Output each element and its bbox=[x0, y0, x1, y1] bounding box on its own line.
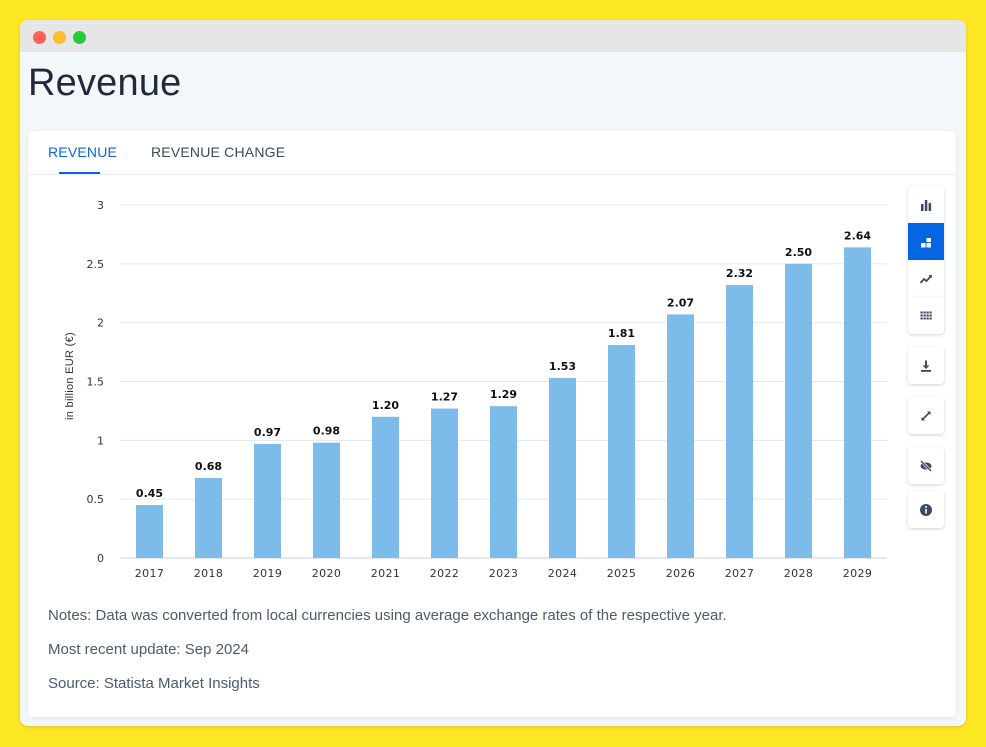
x-tick-label: 2027 bbox=[725, 567, 755, 580]
bar bbox=[785, 263, 812, 558]
bar-value-label: 0.68 bbox=[195, 460, 222, 473]
hide-button[interactable] bbox=[908, 447, 944, 484]
window-titlebar bbox=[20, 20, 966, 52]
bar-value-label: 1.20 bbox=[372, 399, 399, 412]
page-title: Revenue bbox=[28, 62, 182, 104]
revenue-bar-chart: 0 0.5 1 1.5 2 2.5 3 0.45 2017 0.68 2018 0.97 2019 0.9… bbox=[87, 199, 887, 580]
hide-eye-icon bbox=[920, 459, 932, 472]
x-tick-label: 2023 bbox=[489, 567, 519, 580]
bar bbox=[195, 477, 222, 558]
x-tick-label: 2026 bbox=[666, 567, 696, 580]
bar-value-label: 0.97 bbox=[254, 426, 281, 439]
x-tick-label: 2018 bbox=[194, 567, 224, 580]
bar-value-label: 2.50 bbox=[785, 246, 812, 259]
close-window-icon[interactable] bbox=[33, 31, 46, 44]
active-tab-indicator bbox=[59, 172, 100, 174]
bar-value-label: 1.29 bbox=[490, 388, 517, 401]
bar-value-label: 2.64 bbox=[844, 229, 871, 242]
bar-value-label: 2.32 bbox=[726, 267, 753, 280]
info-button[interactable] bbox=[908, 491, 944, 528]
y-tick-label: 0.5 bbox=[87, 493, 105, 506]
y-tick-label: 2 bbox=[97, 317, 104, 330]
bar-chart-button[interactable] bbox=[908, 186, 944, 223]
expand-icon bbox=[921, 410, 931, 421]
fullscreen-button[interactable] bbox=[908, 397, 944, 434]
bar-value-label: 0.45 bbox=[136, 487, 163, 500]
bar bbox=[549, 377, 576, 558]
bar-value-label: 1.53 bbox=[549, 360, 576, 373]
minimize-window-icon[interactable] bbox=[53, 31, 66, 44]
bar bbox=[254, 443, 281, 558]
bar-value-label: 1.27 bbox=[431, 391, 458, 404]
table-grid-icon bbox=[920, 311, 932, 319]
x-tick-label: 2022 bbox=[430, 567, 460, 580]
tab-revenue-change[interactable]: REVENUE CHANGE bbox=[151, 144, 286, 160]
x-tick-label: 2025 bbox=[607, 567, 637, 580]
info-icon bbox=[920, 503, 932, 516]
stacked-bar-button[interactable] bbox=[908, 223, 944, 260]
bar bbox=[136, 505, 163, 558]
download-icon bbox=[921, 360, 931, 372]
browser-window: Revenue REVENUE REVENUE CHANGE 0 0.5 1 1.5 2… bbox=[20, 20, 966, 726]
y-tick-label: 3 bbox=[97, 199, 104, 212]
bar bbox=[667, 314, 694, 558]
source-text: Source: Statista Market Insights bbox=[48, 675, 260, 692]
bar bbox=[726, 285, 753, 558]
bar bbox=[608, 345, 635, 558]
x-tick-label: 2019 bbox=[253, 567, 283, 580]
chart-tabs: REVENUE REVENUE CHANGE bbox=[28, 131, 956, 175]
line-chart-button[interactable] bbox=[908, 260, 944, 297]
y-tick-label: 2.5 bbox=[87, 258, 105, 271]
notes-text: Notes: Data was converted from local cur… bbox=[48, 607, 727, 624]
x-tick-label: 2029 bbox=[843, 567, 873, 580]
stacked-bar-icon bbox=[921, 237, 931, 247]
bar-value-label: 1.81 bbox=[608, 327, 635, 340]
x-tick-label: 2028 bbox=[784, 567, 814, 580]
maximize-window-icon[interactable] bbox=[73, 31, 86, 44]
bar bbox=[431, 408, 458, 558]
tab-revenue[interactable]: REVENUE bbox=[48, 144, 118, 160]
bar-value-label: 2.07 bbox=[667, 296, 694, 309]
bar bbox=[372, 416, 399, 558]
trend-line-icon bbox=[919, 274, 932, 284]
download-button[interactable] bbox=[908, 347, 944, 384]
x-tick-label: 2017 bbox=[135, 567, 165, 580]
y-tick-label: 1 bbox=[97, 434, 104, 447]
x-tick-label: 2021 bbox=[371, 567, 401, 580]
chart-card: REVENUE REVENUE CHANGE 0 0.5 1 1.5 2 2.5 3 0.45… bbox=[28, 131, 956, 717]
bar-chart-icon bbox=[921, 199, 932, 211]
y-axis-title: in billion EUR (€) bbox=[64, 332, 76, 420]
y-tick-label: 0 bbox=[97, 552, 104, 565]
x-tick-label: 2024 bbox=[548, 567, 578, 580]
x-tick-label: 2020 bbox=[312, 567, 342, 580]
table-view-button[interactable] bbox=[908, 297, 944, 334]
bar bbox=[490, 406, 517, 558]
bar-value-label: 0.98 bbox=[313, 425, 340, 438]
update-text: Most recent update: Sep 2024 bbox=[48, 641, 249, 658]
bar bbox=[313, 442, 340, 558]
y-tick-label: 1.5 bbox=[87, 376, 105, 389]
bar bbox=[844, 247, 871, 559]
